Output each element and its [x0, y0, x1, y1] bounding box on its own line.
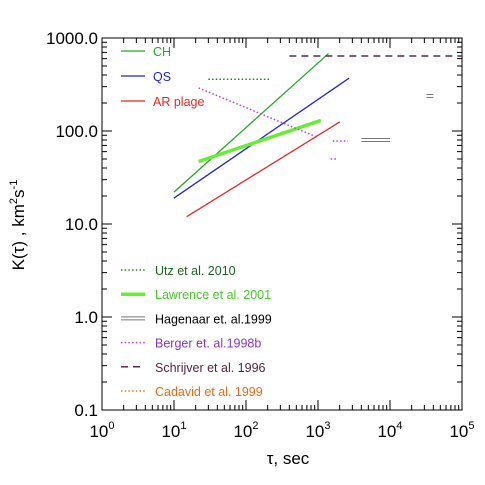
legend-bottom: Utz et al. 2010 Lawrence et al. 2001 Hagen…: [121, 264, 272, 399]
x-tick-label: 101: [161, 420, 186, 441]
series-layer: [173, 53, 462, 218]
y-axis-title-sup1: 2: [8, 198, 20, 204]
legend-top: CH QS AR plage: [121, 45, 204, 109]
x-tick-label: 103: [305, 420, 330, 441]
x-tick-label: 105: [449, 420, 474, 441]
y-axis-title: K(τ) , km2s-1: [8, 180, 28, 271]
x-axis-title: τ, sec: [267, 449, 310, 468]
legend-label: Cadavid et al. 1999: [155, 385, 263, 399]
x-axis-title-rest: , sec: [273, 449, 309, 468]
x-tick-labels: 100 101 102 103 104 105: [89, 420, 474, 441]
series-line-berger-et-al-1998b: [198, 87, 319, 139]
series-line-qs: [173, 77, 350, 199]
y-tick-label: 0.1: [74, 401, 98, 420]
x-axis-title-tau: τ: [267, 449, 274, 468]
legend-label: AR plage: [153, 95, 204, 109]
y-tick-label: 10.0: [65, 215, 98, 234]
series-line-lawrence-et-al-2001: [198, 118, 322, 164]
y-axis-title-base: K(τ) , km: [9, 204, 28, 270]
series-line-ar-plage: [186, 121, 341, 218]
x-tick-label: 102: [233, 420, 258, 441]
legend-label: Hagenaar et. al.1999: [155, 312, 272, 326]
y-axis-title-sup2: -1: [8, 180, 20, 190]
y-tick-labels: 0.1 1.0 10.0 100.0 1000.0: [46, 29, 98, 420]
legend-label: Utz et al. 2010: [155, 264, 236, 278]
y-axis-title-mid: s: [9, 189, 28, 198]
x-tick-label: 100: [89, 420, 114, 441]
legend-label: QS: [153, 70, 171, 84]
legend-label: Lawrence et al. 2001: [155, 288, 271, 302]
x-tick-label: 104: [377, 420, 402, 441]
legend-label: CH: [153, 45, 171, 59]
legend-label: Berger et. al.1998b: [155, 337, 261, 351]
y-tick-label: 1.0: [74, 308, 98, 327]
y-tick-label: 100.0: [55, 122, 98, 141]
legend-label: Schrijver et al. 1996: [155, 361, 266, 375]
axis-ticks: [101, 38, 462, 411]
y-tick-label: 1000.0: [46, 29, 98, 48]
series-line-ch: [173, 53, 329, 193]
